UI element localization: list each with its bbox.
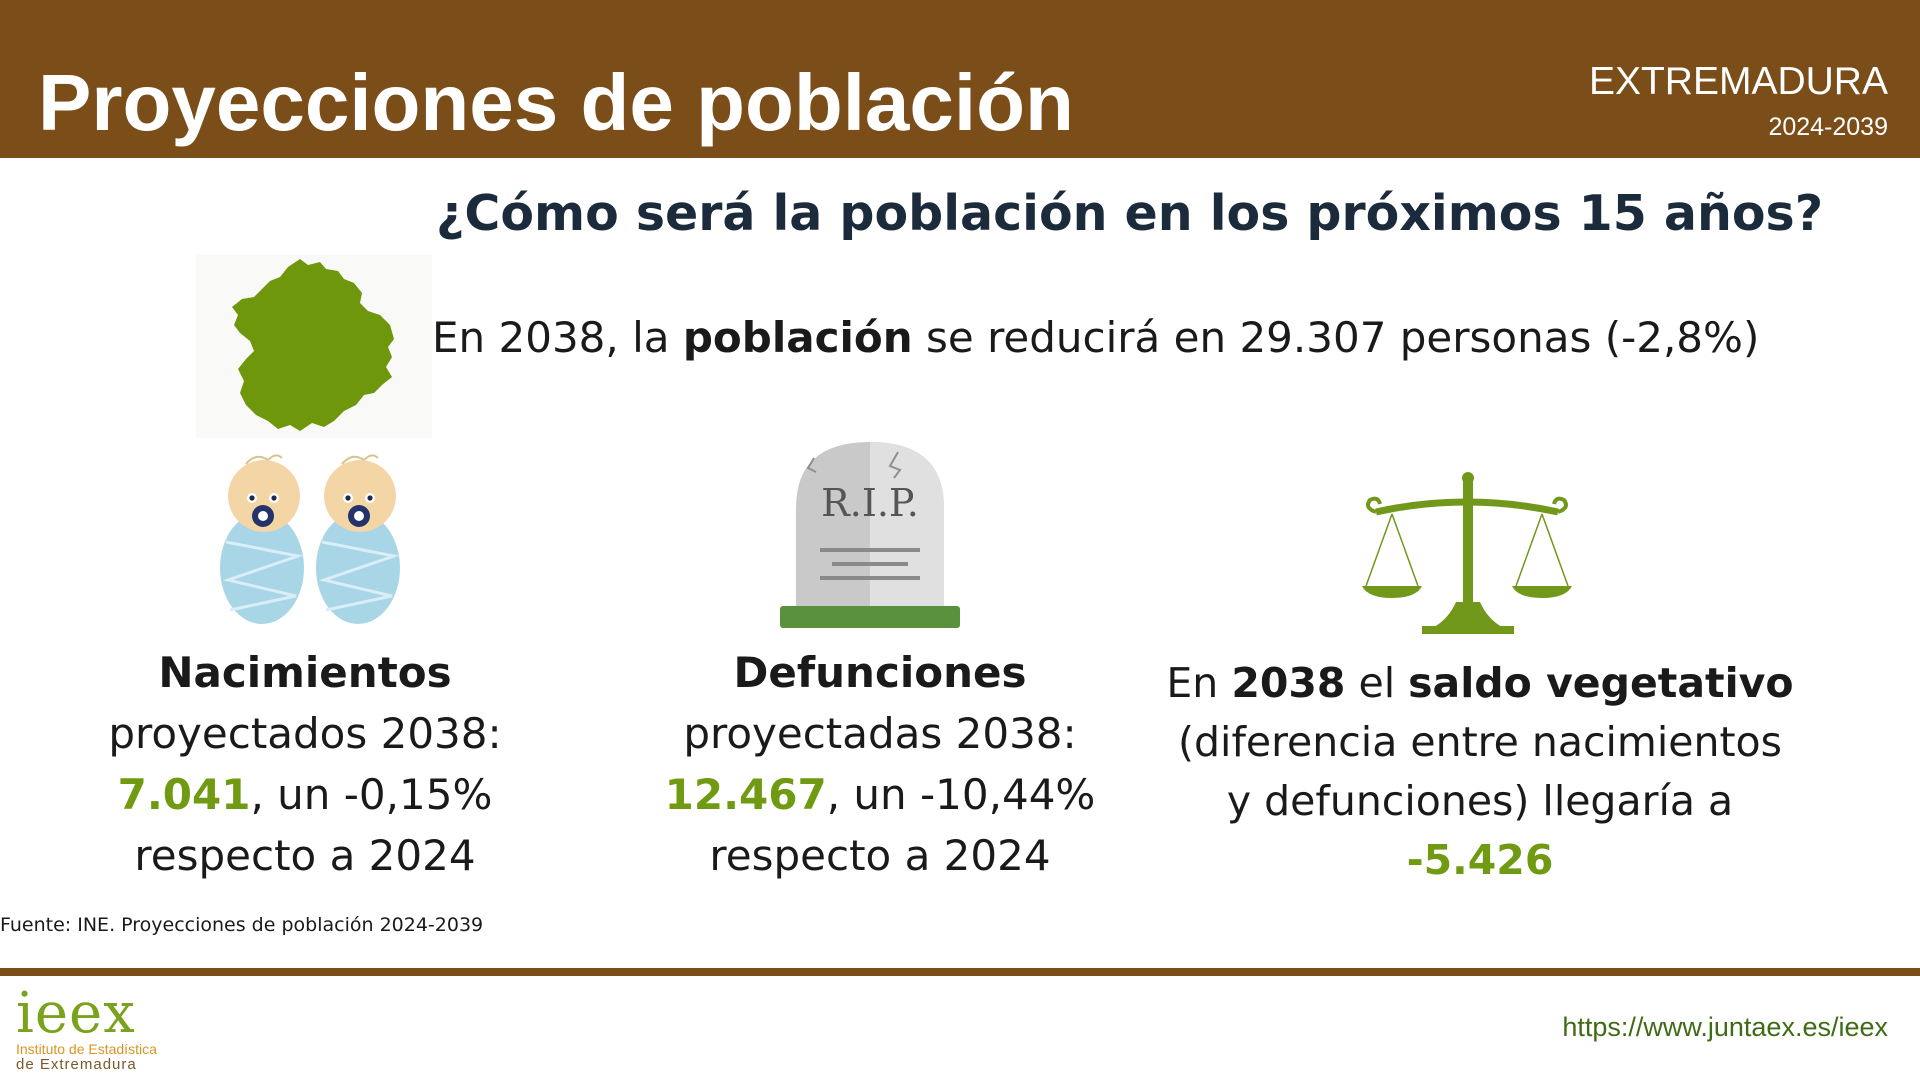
deaths-line1: proyectadas 2038: bbox=[683, 709, 1077, 758]
balance-p1: En bbox=[1166, 659, 1232, 707]
intro-bold: población bbox=[682, 313, 913, 362]
source-note: Fuente: INE. Proyecciones de población 2… bbox=[0, 914, 484, 936]
intro-text: En 2038, la población se reducirá en 29.… bbox=[432, 310, 1759, 366]
babies-icon bbox=[220, 454, 400, 624]
period-label: 2024-2039 bbox=[1768, 113, 1888, 141]
births-stat: Nacimientos proyectados 2038: 7.041, un … bbox=[90, 642, 520, 886]
map-box bbox=[196, 255, 432, 438]
balance-p2: el bbox=[1345, 659, 1409, 707]
baby-left-icon bbox=[220, 454, 304, 624]
births-title: Nacimientos bbox=[158, 648, 452, 697]
footer-divider bbox=[0, 968, 1920, 976]
baby-right-icon bbox=[316, 454, 400, 624]
extremadura-map-icon bbox=[232, 259, 394, 431]
logo-mark: ieex bbox=[16, 981, 136, 1046]
page-title: Proyecciones de población bbox=[38, 58, 1074, 147]
balance-line1: En 2038 el saldo vegetativo bbox=[1160, 654, 1800, 713]
balance-value: -5.426 bbox=[1406, 836, 1554, 884]
logo-line1: Instituto de Estadística bbox=[16, 1041, 157, 1057]
header-bar: Proyecciones de población EXTREMADURA 20… bbox=[0, 0, 1920, 158]
deaths-title: Defunciones bbox=[733, 648, 1027, 697]
deaths-line2: 12.467, un -10,44% bbox=[650, 764, 1110, 825]
births-line1: proyectados 2038: bbox=[108, 709, 502, 758]
births-line2: 7.041, un -0,15% bbox=[90, 764, 520, 825]
tomb-text: R.I.P. bbox=[821, 481, 919, 525]
balance-line2: (diferencia entre nacimientos bbox=[1178, 718, 1782, 766]
balance-year: 2038 bbox=[1231, 659, 1346, 707]
website-link[interactable]: https://www.juntaex.es/ieex bbox=[1562, 1012, 1888, 1042]
balance-scale-icon bbox=[1362, 472, 1572, 634]
intro-prefix: En 2038, la bbox=[432, 313, 683, 362]
births-line3: respecto a 2024 bbox=[134, 831, 476, 880]
tombstone-icon: R.I.P. bbox=[780, 442, 960, 628]
balance-stat: En 2038 el saldo vegetativo (diferencia … bbox=[1160, 654, 1800, 890]
deaths-value: 12.467 bbox=[664, 770, 827, 819]
intro-suffix: se reducirá en 29.307 personas (-2,8%) bbox=[912, 313, 1760, 362]
deaths-line3: respecto a 2024 bbox=[709, 831, 1051, 880]
deaths-change: , un -10,44% bbox=[826, 770, 1096, 819]
region-label: EXTREMADURA bbox=[1588, 60, 1888, 103]
question-heading: ¿Cómo será la población en los próximos … bbox=[436, 185, 1824, 242]
balance-line3: y defunciones) llegaría a bbox=[1226, 777, 1734, 825]
births-value: 7.041 bbox=[117, 770, 251, 819]
balance-label: saldo vegetativo bbox=[1408, 659, 1794, 707]
ieex-logo[interactable]: ieex Instituto de Estadística de Extrema… bbox=[16, 986, 157, 1073]
births-change: , un -0,15% bbox=[250, 770, 493, 819]
logo-line2: de Extremadura bbox=[16, 1056, 137, 1073]
deaths-stat: Defunciones proyectadas 2038: 12.467, un… bbox=[650, 642, 1110, 886]
